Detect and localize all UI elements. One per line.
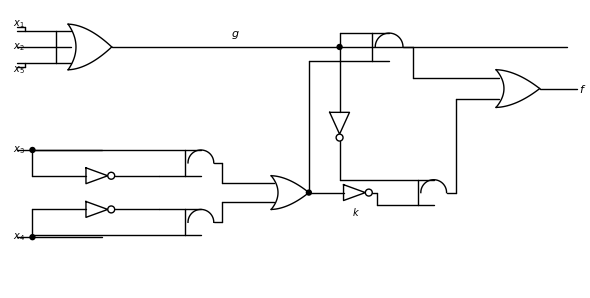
Circle shape (30, 235, 35, 240)
Circle shape (336, 134, 343, 141)
Text: $f$: $f$ (579, 83, 586, 94)
Text: $x_1$: $x_1$ (12, 18, 24, 30)
Circle shape (306, 190, 312, 195)
Text: $g$: $g$ (231, 29, 240, 41)
Circle shape (337, 44, 342, 49)
Circle shape (108, 172, 114, 179)
Text: $x_5$: $x_5$ (12, 64, 24, 76)
Circle shape (365, 189, 372, 196)
Circle shape (108, 206, 114, 213)
Text: $k$: $k$ (352, 207, 360, 218)
Circle shape (30, 148, 35, 153)
Text: $x_4$: $x_4$ (12, 231, 25, 243)
Text: $x_3$: $x_3$ (12, 144, 24, 156)
Text: $x_2$: $x_2$ (12, 41, 24, 53)
